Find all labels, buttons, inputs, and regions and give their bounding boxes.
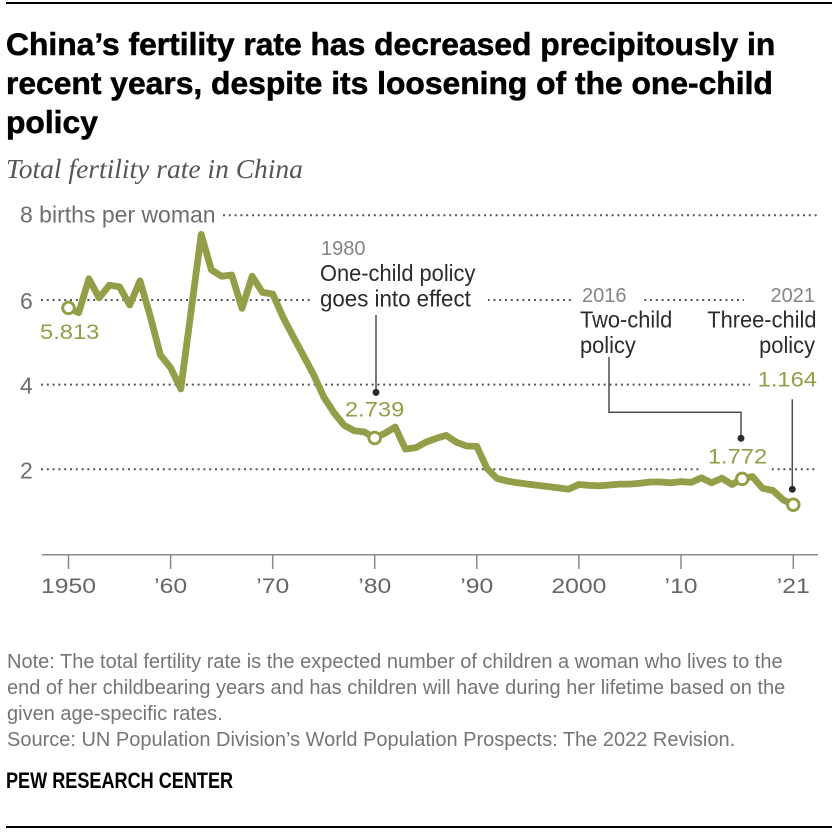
- svg-text:8 births per woman: 8 births per woman: [20, 202, 216, 228]
- svg-text:’21: ’21: [777, 574, 810, 598]
- svg-text:1.772: 1.772: [708, 445, 767, 468]
- svg-text:5.813: 5.813: [40, 320, 99, 343]
- svg-text:2016: 2016: [582, 285, 627, 307]
- svg-text:’80: ’80: [358, 574, 391, 598]
- svg-text:One-child policy: One-child policy: [320, 260, 476, 286]
- svg-text:1950: 1950: [41, 574, 96, 598]
- svg-text:’60: ’60: [154, 574, 187, 598]
- svg-text:4: 4: [20, 373, 33, 399]
- svg-text:policy: policy: [759, 332, 816, 358]
- svg-text:policy: policy: [580, 332, 637, 358]
- svg-text:6: 6: [20, 288, 33, 314]
- svg-text:’70: ’70: [256, 574, 289, 598]
- svg-text:’10: ’10: [665, 574, 698, 598]
- svg-text:Two-child: Two-child: [580, 307, 672, 333]
- svg-text:Three-child: Three-child: [707, 307, 816, 333]
- svg-text:1.164: 1.164: [758, 368, 817, 391]
- svg-text:goes into effect: goes into effect: [320, 285, 471, 311]
- svg-text:2000: 2000: [551, 574, 606, 598]
- svg-text:1980: 1980: [321, 238, 366, 260]
- svg-text:’90: ’90: [460, 574, 493, 598]
- svg-text:2: 2: [20, 457, 33, 483]
- svg-text:2021: 2021: [771, 285, 816, 307]
- svg-text:2.739: 2.739: [345, 398, 404, 421]
